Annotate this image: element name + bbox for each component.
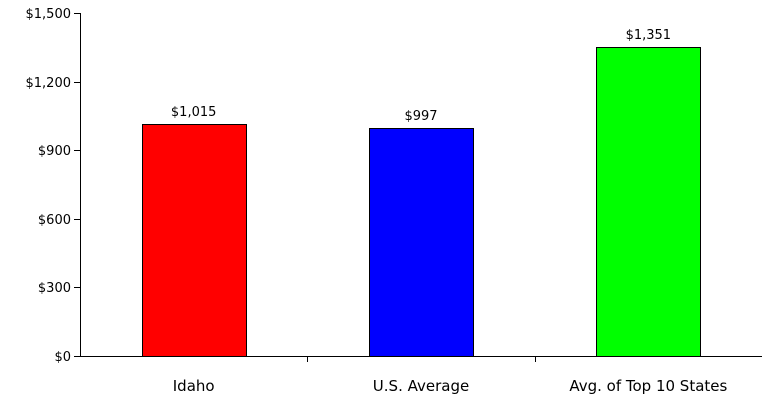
y-tick-label: $0 [54, 350, 71, 365]
data-labels: $1,015 $997 $1,351 [171, 28, 671, 124]
y-tick-label: $1,200 [26, 76, 72, 91]
category-label-1: Idaho [173, 377, 215, 395]
y-tick-label: $600 [38, 213, 71, 228]
bar-2 [369, 128, 474, 357]
data-label-3: $1,351 [626, 28, 672, 43]
y-tick-label: $900 [38, 144, 71, 159]
y-tick-label: $300 [38, 281, 71, 296]
category-label-3: Avg. of Top 10 States [569, 377, 727, 395]
data-label-2: $997 [404, 109, 437, 124]
bar-1 [142, 124, 247, 357]
bars [142, 47, 701, 357]
bar-3 [596, 47, 701, 357]
y-axis-ticks: $0 $300 $600 $900 $1,200 $1,500 [26, 7, 80, 365]
x-axis-ticks: Idaho U.S. Average Avg. of Top 10 States [173, 356, 728, 395]
y-tick-label: $1,500 [26, 7, 72, 22]
category-label-2: U.S. Average [373, 377, 469, 395]
data-label-1: $1,015 [171, 105, 217, 120]
